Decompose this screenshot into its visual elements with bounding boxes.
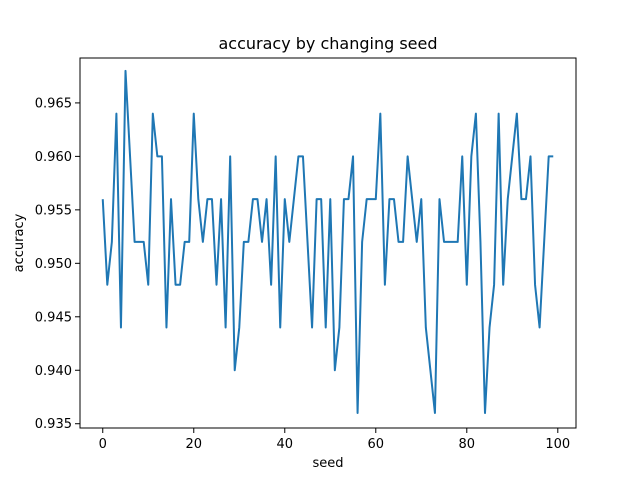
x-axis-label: seed	[312, 456, 343, 471]
y-tick-label: 0.965	[35, 96, 72, 111]
y-tick-label: 0.940	[35, 364, 72, 379]
y-tick-label: 0.955	[35, 203, 72, 218]
axes-frame	[79, 57, 577, 429]
y-tick-label: 0.950	[35, 257, 72, 272]
x-tick-label: 60	[368, 437, 385, 452]
x-tick-label: 100	[545, 437, 570, 452]
x-tick-label: 0	[99, 437, 107, 452]
y-tick-label: 0.935	[35, 417, 72, 432]
x-tick-label: 40	[276, 437, 293, 452]
x-axis: 0 20 40 60 80 100	[99, 428, 570, 452]
y-axis-label: accuracy	[12, 213, 27, 272]
chart-title: accuracy by changing seed	[218, 34, 437, 53]
y-axis: 0.935 0.940 0.945 0.950 0.955 0.960 0.965	[35, 96, 80, 432]
y-tick-label: 0.945	[35, 310, 72, 325]
plot-area	[101, 69, 554, 415]
x-tick-label: 80	[459, 437, 476, 452]
x-tick-label: 20	[185, 437, 202, 452]
series-line-accuracy	[101, 69, 554, 415]
y-tick-label: 0.960	[35, 150, 72, 165]
